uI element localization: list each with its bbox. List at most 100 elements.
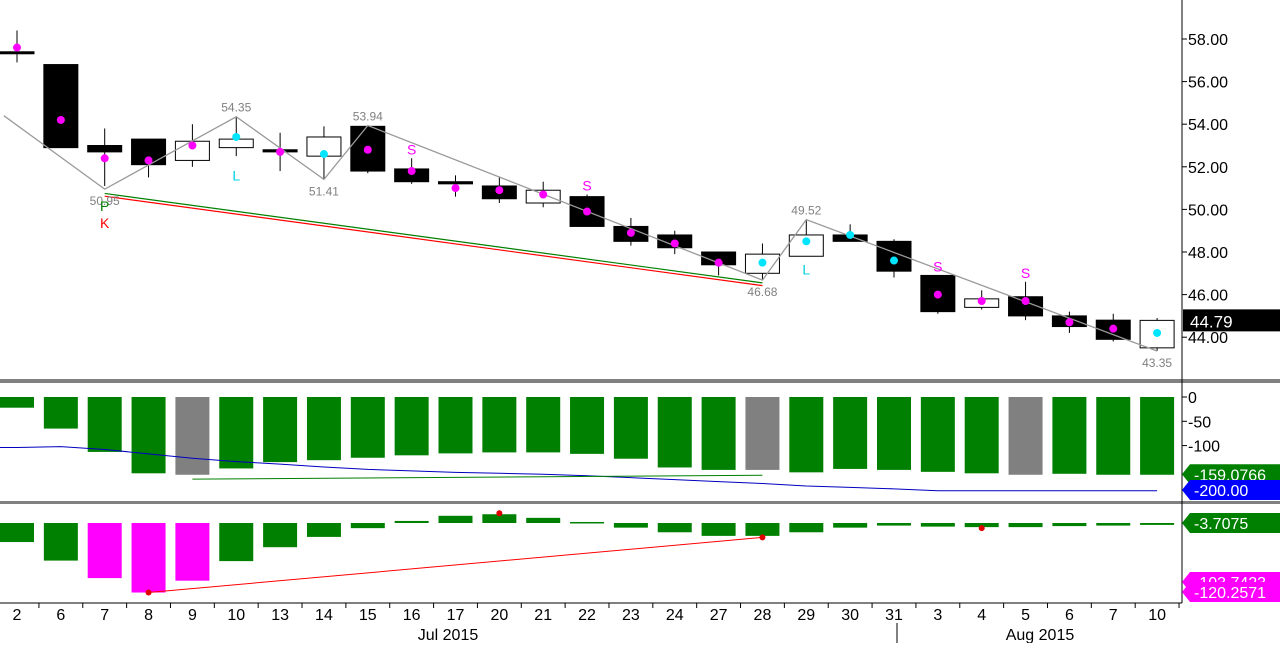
y-tick-label: 46.00 xyxy=(1188,288,1228,305)
osc1-bar xyxy=(701,397,736,470)
signal-marker: P xyxy=(100,198,109,214)
osc2-bar xyxy=(131,523,166,593)
x-tick-label: 9 xyxy=(188,607,197,624)
panel-separator-2 xyxy=(0,501,1280,504)
osc1-bar xyxy=(394,397,429,456)
osc2-bar xyxy=(745,523,780,536)
candle-body xyxy=(43,64,79,149)
x-tick-label: 24 xyxy=(666,607,684,624)
price-dot xyxy=(1021,296,1030,305)
price-dot xyxy=(100,154,109,163)
price-dot xyxy=(933,290,942,299)
x-tick-label: 16 xyxy=(403,607,421,624)
pivot-label: 46.68 xyxy=(747,285,777,299)
osc2-bar xyxy=(0,523,34,543)
osc1-signal-line xyxy=(0,446,1158,492)
price-dot xyxy=(670,239,679,248)
osc1-bar xyxy=(131,397,166,474)
osc1-bar xyxy=(657,397,692,468)
pivot-label: 49.52 xyxy=(791,204,821,218)
osc2-dot xyxy=(759,534,766,541)
y-tick-label: 58.00 xyxy=(1188,32,1228,49)
x-tick-label: 31 xyxy=(885,607,903,624)
osc1-bar xyxy=(306,397,341,461)
osc2-bar xyxy=(877,523,911,526)
osc2-trendline xyxy=(148,536,763,594)
zigzag-line xyxy=(3,115,1158,352)
candle xyxy=(788,219,824,257)
pivot-label: 43.35 xyxy=(1142,356,1172,370)
price-dot xyxy=(583,207,592,216)
price-dot xyxy=(407,167,416,176)
osc1-bar xyxy=(613,397,648,459)
osc2-bar xyxy=(438,515,473,523)
osc1-bar xyxy=(1140,397,1175,475)
price-dot xyxy=(1109,324,1118,333)
osc2-bar xyxy=(175,523,210,581)
price-dot xyxy=(1153,328,1162,337)
osc1-bar xyxy=(1052,397,1087,474)
candle-body xyxy=(438,181,473,185)
osc1-value-tag: -200.00 xyxy=(1194,483,1248,500)
trendline xyxy=(104,195,763,287)
signal-marker: L xyxy=(232,168,240,184)
osc2-bar xyxy=(263,523,298,548)
y-tick-label: 50.00 xyxy=(1188,202,1228,219)
osc1-bar xyxy=(570,397,605,454)
osc2-value-tag: -120.2571 xyxy=(1194,585,1266,602)
price-dot xyxy=(13,43,21,52)
osc1-bar xyxy=(219,397,254,469)
x-tick-label: 21 xyxy=(534,607,552,624)
osc2-bar xyxy=(43,523,78,561)
x-tick-label: 15 xyxy=(359,607,377,624)
osc1-value-tag-bg xyxy=(1182,480,1280,500)
signal-marker: K xyxy=(100,215,110,231)
pivot-label: 53.94 xyxy=(353,109,383,123)
osc2-bar xyxy=(350,523,385,529)
x-tick-label: 20 xyxy=(490,607,508,624)
signal-marker: S xyxy=(582,177,591,193)
osc1-value-tag-bg xyxy=(1182,464,1280,485)
osc1-bar xyxy=(350,397,385,458)
osc1-bar xyxy=(920,397,955,472)
osc1-bar xyxy=(438,397,473,454)
osc1-bar xyxy=(1096,397,1131,475)
osc1-tick-label: -50 xyxy=(1188,414,1211,431)
osc2-dot xyxy=(978,525,985,532)
x-tick-label: 3 xyxy=(933,607,942,624)
osc1-bar xyxy=(877,397,911,470)
osc1-bar xyxy=(43,397,78,429)
osc1-bar xyxy=(87,397,122,452)
x-tick-label: 14 xyxy=(315,607,333,624)
osc1-bar xyxy=(964,397,999,474)
osc2-bar xyxy=(833,523,868,528)
candle xyxy=(43,64,79,149)
osc2-bar xyxy=(1008,523,1043,528)
x-tick-label: 5 xyxy=(1021,607,1030,624)
price-dot xyxy=(144,156,153,165)
candle-body xyxy=(0,51,35,55)
osc2-bar xyxy=(613,523,648,528)
last-price-tag-bg xyxy=(1183,309,1280,332)
osc2-bar xyxy=(789,523,824,533)
price-dot xyxy=(539,190,548,199)
osc1-bar xyxy=(833,397,868,469)
osc2-bar xyxy=(1140,523,1175,525)
x-tick-label: 4 xyxy=(977,607,986,624)
osc2-bar xyxy=(219,523,254,562)
price-dot xyxy=(232,132,241,141)
osc1-trendline xyxy=(192,474,763,480)
x-tick-label: 22 xyxy=(578,607,596,624)
month-label: Jul 2015 xyxy=(418,627,479,643)
osc2-bar xyxy=(570,521,605,524)
osc2-bar xyxy=(701,523,736,536)
x-tick-label: 17 xyxy=(447,607,465,624)
x-tick-label: 7 xyxy=(100,607,109,624)
x-tick-label: 13 xyxy=(271,607,289,624)
osc2-bar xyxy=(1052,523,1087,527)
price-dot xyxy=(714,258,723,267)
osc1-tick-label: -100 xyxy=(1188,439,1220,456)
x-tick-label: 29 xyxy=(797,607,815,624)
